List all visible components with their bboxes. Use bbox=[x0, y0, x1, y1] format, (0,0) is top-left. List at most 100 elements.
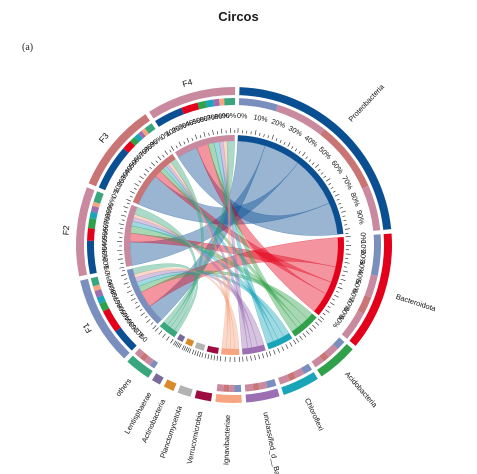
tick-label: 80% bbox=[103, 202, 116, 219]
tick-mark bbox=[263, 134, 265, 138]
group-label-Chloroflexi: Chloroflexi bbox=[303, 397, 326, 433]
outer-arc-Actinobacteria bbox=[163, 379, 177, 391]
mid-ring-Chloroflexi-F1 bbox=[300, 363, 313, 375]
mid-ring-F1-Proteobacteria bbox=[115, 327, 137, 351]
tick-mark bbox=[120, 214, 126, 217]
tick-label: 0% bbox=[109, 186, 122, 200]
mid-ring-Proteobacteria-F3 bbox=[320, 129, 369, 189]
tick-mark bbox=[317, 318, 323, 323]
inner-arc-F1 bbox=[126, 268, 162, 325]
tick-label: 30% bbox=[356, 259, 367, 275]
tick-mark bbox=[155, 160, 159, 164]
mid-ring-F1-Bacteroidota bbox=[102, 308, 121, 332]
tick-mark bbox=[337, 286, 343, 290]
tick-mark bbox=[293, 339, 297, 345]
tick-label: 90% bbox=[330, 313, 346, 330]
tick-mark bbox=[170, 146, 175, 151]
mid-ring-F2-Bacteroidota bbox=[87, 228, 95, 241]
tick-mark bbox=[302, 152, 306, 157]
mid-ring-others-F4 bbox=[134, 348, 145, 359]
mid-ring-F4-Acidobacteria bbox=[197, 100, 208, 110]
tick-mark bbox=[175, 342, 179, 347]
tick-mark bbox=[139, 308, 143, 312]
tick-mark bbox=[302, 333, 307, 338]
tick-label: 10% bbox=[359, 240, 368, 255]
tick-mark bbox=[309, 327, 313, 332]
tick-mark bbox=[185, 346, 188, 352]
tick-mark bbox=[126, 198, 132, 202]
tick-label: 50% bbox=[100, 224, 110, 240]
tick-mark bbox=[123, 206, 129, 209]
tick-mark bbox=[177, 343, 181, 348]
tick-mark bbox=[281, 346, 285, 351]
mid-ring-F4-others bbox=[224, 98, 236, 106]
mid-ring-Ignavibacteriae-F4 bbox=[216, 384, 224, 392]
mid-ring-F3-Acidobacteria bbox=[130, 136, 140, 146]
tick-mark bbox=[320, 172, 324, 175]
tick-mark bbox=[130, 294, 134, 297]
tick-mark bbox=[149, 166, 152, 170]
mid-ring-F4-Bacteroidota bbox=[181, 102, 200, 115]
mid-ring-F1-Ignavibacteriae bbox=[92, 284, 102, 292]
tick-mark bbox=[140, 312, 145, 316]
tick-mark bbox=[339, 207, 343, 209]
inner-arc-Actinobacteria bbox=[185, 338, 195, 347]
tick-mark bbox=[295, 338, 300, 343]
tick-mark bbox=[134, 301, 138, 304]
tick-mark bbox=[170, 338, 174, 344]
tick-mark bbox=[183, 141, 186, 145]
tick-label: 0% bbox=[237, 111, 249, 121]
group-label-F4: F4 bbox=[181, 77, 194, 89]
tick-mark bbox=[250, 355, 252, 361]
tick-mark bbox=[325, 178, 331, 182]
tick-label: 0% bbox=[101, 263, 112, 275]
tick-mark bbox=[335, 290, 339, 293]
chord-layer bbox=[129, 140, 339, 350]
mid-ring-Bacteroidota-F3 bbox=[357, 295, 372, 314]
mid-ring-F2-others bbox=[93, 191, 104, 204]
tick-mark bbox=[341, 210, 347, 213]
tick-mark bbox=[175, 145, 178, 149]
tick-mark bbox=[194, 134, 198, 140]
tick-mark bbox=[204, 353, 207, 359]
mid-ring-F4-Ignavibacteriae bbox=[219, 98, 225, 106]
tick-label: 50% bbox=[191, 114, 208, 127]
tick-label: 90% bbox=[103, 271, 116, 288]
outer-arc-Planctomycetota bbox=[177, 385, 193, 397]
tick-mark bbox=[332, 298, 336, 301]
mid-ring-others-F1 bbox=[149, 359, 159, 369]
tick-mark bbox=[221, 128, 223, 134]
tick-mark bbox=[342, 270, 348, 273]
tick-mark bbox=[259, 132, 261, 136]
tick-mark bbox=[119, 266, 125, 269]
group-label-Proteobacteria: Proteobacteria bbox=[346, 82, 386, 124]
tick-mark bbox=[164, 150, 168, 155]
inner-arc-F2 bbox=[124, 204, 138, 267]
group-label-others: others bbox=[114, 376, 134, 398]
mid-ring-F2-Chloroflexi bbox=[89, 211, 98, 220]
tick-mark bbox=[169, 149, 172, 153]
tick-mark bbox=[329, 302, 335, 306]
tick-mark bbox=[340, 278, 346, 281]
tick-mark bbox=[124, 278, 128, 280]
tick-mark bbox=[334, 193, 340, 197]
tick-mark bbox=[117, 258, 123, 260]
mid-ring-F3-unclassified_d__Bacteria bbox=[138, 130, 146, 139]
outer-arc-F1 bbox=[80, 278, 130, 359]
tick-label: 60% bbox=[199, 112, 216, 124]
tick-mark bbox=[127, 286, 131, 289]
tick-mark bbox=[332, 190, 336, 193]
tick-mark bbox=[213, 355, 216, 361]
mid-ring-Acidobacteria-F2 bbox=[324, 344, 338, 358]
mid-ring-Ignavibacteriae-F1 bbox=[234, 384, 242, 392]
tick-label: 80% bbox=[214, 111, 230, 121]
tick-mark bbox=[334, 294, 339, 298]
tick-mark bbox=[298, 151, 301, 154]
tick-mark bbox=[308, 159, 312, 162]
tick-mark bbox=[258, 354, 260, 360]
tick-mark bbox=[158, 330, 163, 335]
tick-mark bbox=[123, 282, 129, 285]
tick-mark bbox=[336, 198, 340, 201]
tick-label: 30% bbox=[100, 239, 109, 254]
tick-mark bbox=[174, 341, 178, 347]
